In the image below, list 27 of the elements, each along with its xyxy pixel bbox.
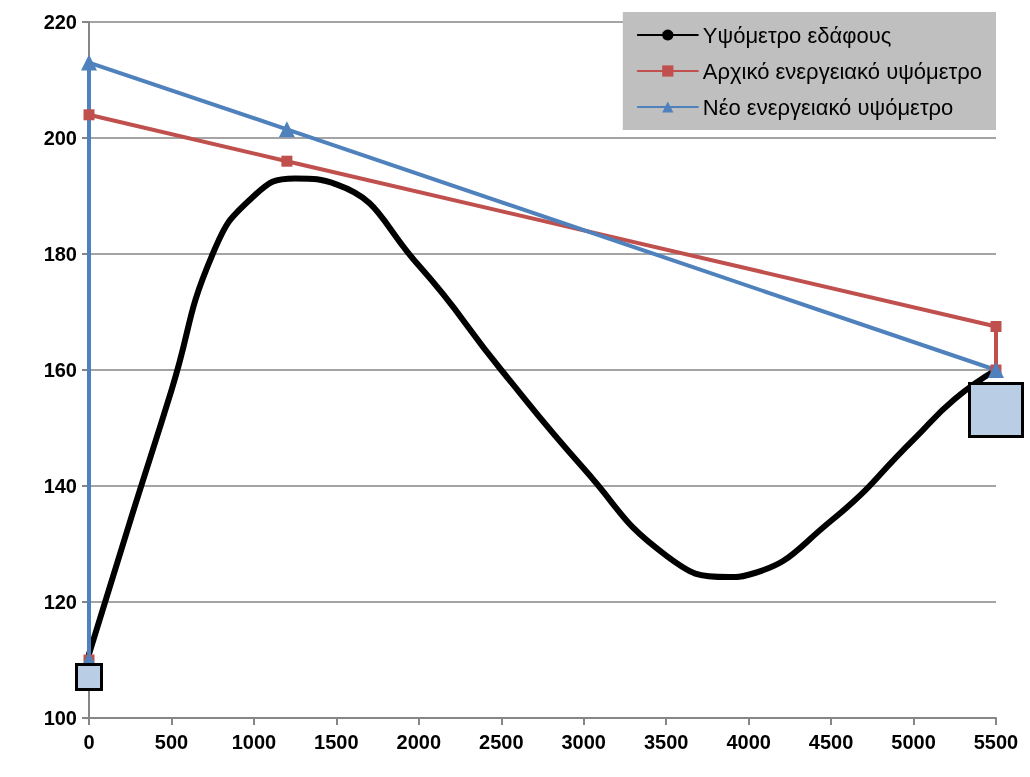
x-tick-label: 5500 — [973, 731, 1019, 753]
legend-label: Νέο ενεργειακό υψόμετρο — [702, 94, 954, 120]
x-tick-label: 3000 — [561, 731, 606, 753]
legend-label: Αρχικό ενεργειακό υψόμετρο — [702, 58, 982, 84]
x-tick-label: 2000 — [396, 731, 442, 753]
x-tick-label: 0 — [83, 731, 95, 753]
y-tick-label: 120 — [43, 591, 77, 613]
point — [278, 121, 295, 138]
y-tick-label: 220 — [43, 11, 77, 33]
y-tick-label: 200 — [43, 127, 77, 149]
point — [81, 54, 97, 71]
point — [83, 109, 95, 121]
x-tick-label: 4000 — [726, 731, 771, 753]
x-tick-label: 1500 — [314, 731, 359, 753]
x-tick-label: 2500 — [479, 731, 524, 753]
x-tick-label: 500 — [154, 731, 189, 753]
legend-label: Υψόμετρο εδάφους — [702, 22, 892, 48]
y-tick-label: 140 — [43, 475, 77, 497]
y-tick-label: 100 — [43, 707, 77, 729]
x-tick-label: 3500 — [643, 731, 689, 753]
point — [281, 155, 293, 167]
x-tick-label: 5000 — [891, 731, 936, 753]
y-tick-label: 180 — [43, 243, 77, 265]
y-tick-label: 160 — [43, 359, 77, 381]
point — [990, 321, 1002, 332]
x-tick-label: 4500 — [808, 731, 854, 753]
x-tick-label: 1000 — [231, 731, 277, 753]
